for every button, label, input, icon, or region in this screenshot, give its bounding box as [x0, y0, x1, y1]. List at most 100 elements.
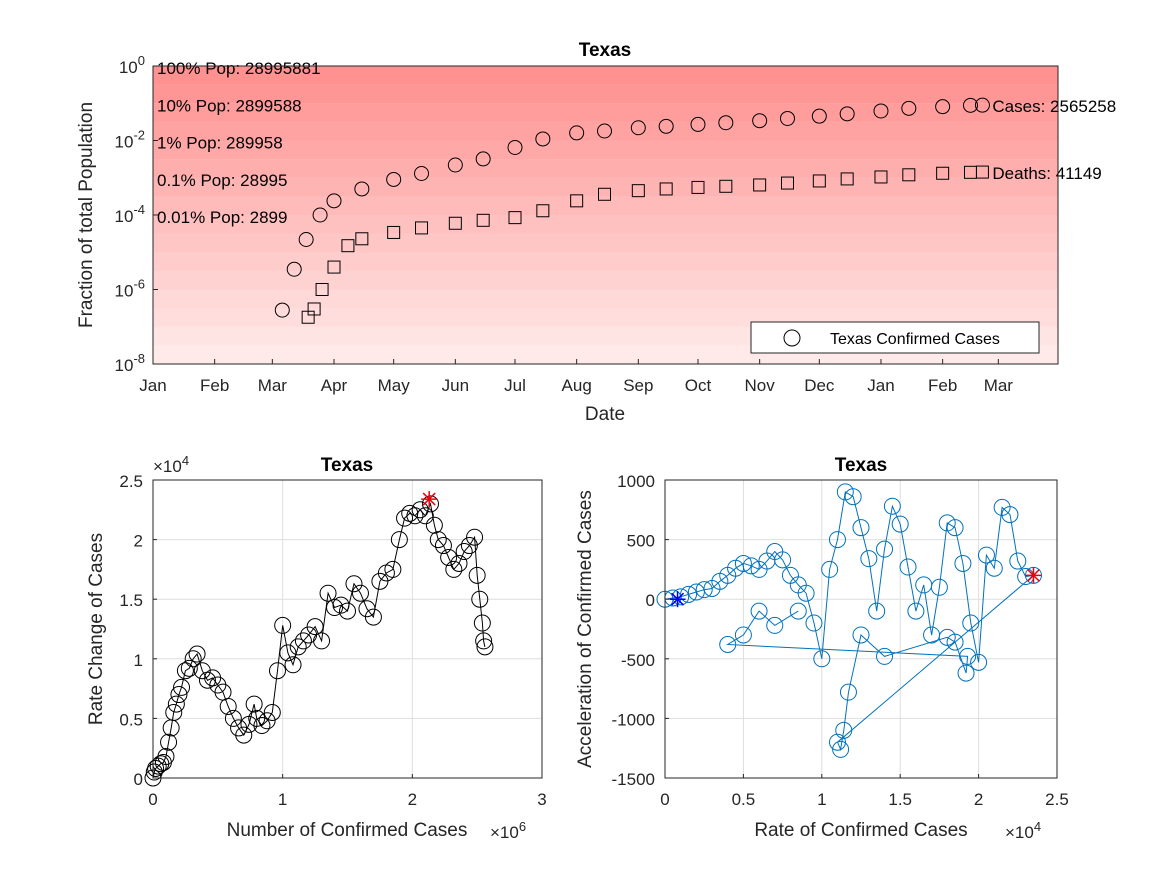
rate-point	[326, 599, 344, 617]
y-tick-label: 10-4	[115, 202, 145, 226]
deaths-point	[508, 211, 522, 225]
y-tick-label: 10-6	[115, 277, 145, 301]
cases-point	[475, 151, 491, 167]
population-band	[153, 270, 1058, 290]
deaths-point	[936, 166, 950, 180]
legend-box	[750, 321, 1040, 354]
bottom-left-grid	[152, 479, 543, 779]
y-tick-label: 2	[134, 532, 143, 551]
x-tick-label: Dec	[804, 376, 835, 395]
acceleration-point	[930, 578, 948, 596]
population-band	[153, 84, 1058, 104]
end-label-deaths: Deaths: 41149	[992, 164, 1101, 183]
rate-point	[351, 584, 369, 602]
deaths-point	[780, 176, 794, 190]
y-tick-label: -1500	[612, 770, 655, 789]
deaths-point	[659, 182, 673, 196]
rate-point	[396, 509, 414, 527]
x-tick-label: 0	[660, 790, 669, 809]
population-band	[153, 289, 1058, 309]
population-bands	[153, 66, 1058, 364]
population-annotation: 0.1% Pop: 28995	[157, 171, 287, 190]
acceleration-point	[821, 560, 839, 578]
x-tick-label: Mar	[984, 376, 1014, 395]
deaths-point	[448, 216, 462, 230]
rate-point	[476, 638, 494, 656]
acceleration-point	[844, 488, 862, 506]
y-tick-label: 1000	[617, 472, 655, 491]
population-band	[153, 177, 1058, 197]
bottom-right-x-exponent: ×104	[1005, 819, 1041, 842]
acceleration-point	[860, 550, 878, 568]
population-band	[153, 196, 1058, 215]
y-tick-label: -500	[621, 651, 655, 670]
deaths-point	[415, 221, 429, 235]
top-chart-y-label: Fraction of total Population	[76, 102, 97, 328]
rate-point	[224, 709, 242, 727]
rate-point	[339, 602, 356, 620]
x-tick-label: 2.5	[1045, 790, 1069, 809]
rate-point	[384, 560, 402, 578]
deaths-point	[536, 204, 550, 218]
acceleration-point	[907, 602, 925, 620]
cases-point	[839, 106, 855, 122]
deaths-point	[387, 225, 401, 239]
rate-point	[455, 543, 473, 561]
rate-point	[160, 733, 178, 751]
bottom-left-y-label: Rate Change of Cases	[86, 533, 107, 725]
rate-point	[425, 516, 443, 534]
rate-point	[471, 590, 489, 608]
population-band	[153, 252, 1058, 271]
deaths-point	[975, 165, 989, 179]
x-tick-label: 0.5	[732, 790, 756, 809]
rate-point	[473, 614, 491, 632]
bottom-right-title: Texas	[835, 455, 887, 476]
deaths-point	[719, 179, 733, 193]
cases-point	[312, 207, 328, 223]
acceleration-point	[774, 551, 792, 569]
acceleration-point	[832, 740, 850, 758]
population-band	[153, 103, 1058, 122]
rate-point	[184, 650, 202, 668]
x-tick-label: Mar	[258, 376, 288, 395]
cases-point	[569, 125, 585, 141]
acceleration-point	[742, 557, 760, 575]
bottom-left-title: Texas	[321, 455, 373, 476]
cases-point	[447, 157, 463, 173]
x-tick-label: Jan	[867, 376, 894, 395]
bottom-left-frame	[152, 479, 543, 779]
deaths-point	[570, 194, 584, 208]
y-tick-label: 0	[134, 770, 143, 789]
series-line	[664, 491, 1036, 752]
cases-point	[326, 193, 342, 209]
acceleration-point	[876, 540, 894, 558]
acceleration-point	[962, 614, 980, 632]
y-tick-label: 500	[627, 532, 655, 551]
x-tick-label: 2	[408, 790, 417, 809]
bottom-right-frame	[664, 479, 1058, 779]
rate-point	[279, 644, 297, 662]
cases-point	[386, 171, 402, 187]
bottom-left-y-ticks: 0 0.5 1 1.5 2 2.5	[119, 472, 157, 789]
y-tick-base: 10	[115, 356, 134, 375]
cases-point	[962, 97, 978, 113]
acceleration-point	[957, 664, 975, 682]
x-tick-label: Nov	[745, 376, 776, 395]
population-band	[153, 159, 1058, 178]
population-band	[153, 233, 1058, 253]
rate-point	[440, 548, 458, 566]
rate-point	[294, 632, 312, 650]
top-chart-marks: Cases: 2565258 Deaths: 41149	[274, 97, 1116, 324]
acceleration-point	[985, 559, 1003, 577]
rate-vs-cases-chart: 0 1 2 3 0 0.5 1 1.5 2 2.5 Texas Number of Confir…	[86, 453, 547, 842]
bottom-left-marks	[144, 491, 494, 787]
deaths-point	[476, 213, 490, 227]
start-star-marker	[669, 591, 686, 608]
y-tick-label: 100	[119, 53, 145, 77]
deaths-point	[902, 168, 916, 182]
rate-point	[253, 717, 271, 735]
x-tick-label: Sep	[623, 376, 653, 395]
acceleration-point	[680, 585, 698, 603]
